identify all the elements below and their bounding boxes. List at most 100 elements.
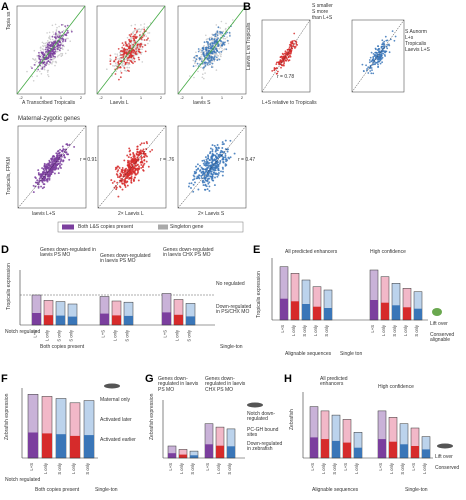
a-scatter-s-point — [205, 61, 208, 64]
a-scatter-l-bg-point — [147, 42, 149, 45]
b-frame-2 — [351, 19, 405, 93]
a-scatter-ls-bg-point — [61, 52, 64, 55]
a-scatter-s-bg-point — [194, 62, 196, 64]
b-point-red — [291, 47, 293, 50]
a-scatter-ls-point — [65, 33, 67, 36]
b-point-blue — [372, 57, 375, 60]
a-scatter-l-bg-point — [132, 32, 134, 35]
c-scatter-l-point — [143, 162, 146, 165]
c-scatter-l-point — [130, 175, 133, 178]
c-scatter-ls-point — [68, 143, 71, 146]
a-scatter-s-bg-point — [217, 57, 219, 60]
a-scatter-ls-point — [46, 45, 49, 48]
a-scatter-s-frame — [177, 5, 247, 95]
c-scatter-ls-point — [68, 158, 71, 161]
d-rowlabel: Notch regulated — [5, 329, 41, 335]
c-scatter-s-point — [225, 160, 228, 163]
c-scatter-l-point — [125, 167, 128, 170]
a-scatter-ls-bg-point — [36, 60, 38, 62]
a-scatter-l-point — [117, 48, 120, 50]
a-scatter-l-point — [130, 39, 133, 42]
b-point-red — [275, 72, 278, 75]
h-group-2: High confidence — [378, 384, 414, 390]
a-scatter-l-point — [109, 60, 112, 63]
a-scatter-l-bg-point — [148, 40, 151, 42]
c-scatter-s-point — [197, 168, 199, 170]
panel-letter-g: G — [145, 373, 154, 385]
c-scatter-s-point — [226, 150, 229, 153]
a-scatter-ls-bg-point — [55, 61, 58, 64]
a-scatter-ls-bg-point — [26, 70, 28, 73]
a-scatter-l-bg-point — [116, 63, 119, 66]
a-scatter-ls-bg-point — [46, 71, 49, 73]
a-scatter-ls-bg-point — [69, 40, 71, 42]
a-scatter-l-bg-point — [144, 33, 146, 36]
a-scatter-l-point — [133, 50, 136, 53]
a-scatter-l-bg-point — [138, 31, 141, 33]
a-scatter-s-point — [214, 43, 217, 45]
a-scatter-ls-bg-point — [62, 48, 64, 50]
a-scatter-ls-tick-label: 0 — [40, 95, 43, 100]
c-scatter-l-point — [126, 184, 129, 187]
a-scatter-s-point — [205, 54, 208, 56]
a-scatter-s-point — [194, 60, 197, 62]
a-scatter-l-bg-point — [137, 28, 140, 31]
b-diagonal-1 — [261, 19, 311, 93]
h-group-2-cat-label: S only — [400, 462, 405, 475]
a-scatter-l-bg-point — [133, 41, 135, 43]
f-rowlabel: Notch regulated — [5, 477, 41, 483]
a-scatter-ls-point — [48, 44, 51, 46]
e-group-2-cat-label: S only — [414, 324, 419, 337]
c-scatter-s-point — [214, 176, 216, 179]
b-point-red — [278, 62, 280, 65]
a-scatter-l-bg-point — [128, 63, 131, 66]
a-scatter-l-point — [135, 50, 138, 53]
c-scatter-s-point — [204, 161, 206, 163]
c-scatter-l-point — [137, 169, 139, 172]
c-scatter-ls-point — [56, 150, 59, 153]
c-scatter-ls-point — [57, 156, 60, 159]
h-group-1-bar-fill — [310, 437, 318, 458]
c-scatter-l-point — [121, 170, 124, 173]
a-scatter-s-point — [216, 49, 219, 52]
a-scatter-s-diagonal — [177, 5, 247, 95]
a-scatter-ls-point — [59, 47, 62, 50]
a-scatter-l-point — [120, 56, 123, 59]
c-scatter-l-point — [128, 147, 131, 150]
a-scatter-ls-point — [48, 42, 51, 44]
c-scatter-s-point — [221, 151, 224, 154]
c-scatter-l-point — [122, 173, 125, 176]
a-scatter-ls-bg-point — [39, 70, 41, 73]
a-scatter-s-point — [197, 50, 200, 53]
a-xlabel-1: A Transcribed Tropicalis — [22, 100, 76, 106]
c-scatter-l-point — [128, 173, 131, 176]
b-point-blue — [377, 45, 380, 48]
c-scatter-s-point — [221, 166, 224, 169]
a-scatter-s-point — [229, 35, 231, 37]
b-point-blue — [377, 63, 379, 66]
c-scatter-s-point — [197, 176, 200, 179]
c-scatter-ls-diagonal — [17, 125, 87, 209]
f-foot-1: Both copies present — [35, 487, 80, 493]
c-scatter-s-point — [194, 181, 196, 184]
g-group-1-cat-label: L only — [179, 462, 184, 474]
a-scatter-ls-point — [50, 58, 53, 61]
b-point-red — [295, 42, 298, 45]
a-scatter-s-point — [207, 62, 209, 64]
a-scatter-l-bg-point — [127, 55, 129, 57]
a-scatter-s-bg-point — [193, 76, 195, 79]
c-scatter-s-point — [207, 154, 209, 157]
a-scatter-ls-point — [43, 65, 46, 68]
c-scatter-ls-point — [53, 158, 56, 161]
c-scatter-s-point — [202, 184, 205, 187]
a-scatter-l-point — [146, 39, 148, 41]
a-scatter-s-point — [211, 45, 214, 47]
e-group-1-cat-label: L+S — [280, 325, 285, 333]
h-foot-1: Alignable sequences — [312, 487, 359, 493]
c-scatter-ls-point — [57, 163, 60, 166]
a-scatter-s-point — [207, 59, 210, 61]
a-scatter-l-tick-label: -2 — [99, 95, 103, 100]
a-scatter-s-bg-point — [225, 22, 227, 25]
c-scatter-s-point — [209, 147, 212, 150]
b-ann-5: Tropicalis — [405, 41, 427, 47]
